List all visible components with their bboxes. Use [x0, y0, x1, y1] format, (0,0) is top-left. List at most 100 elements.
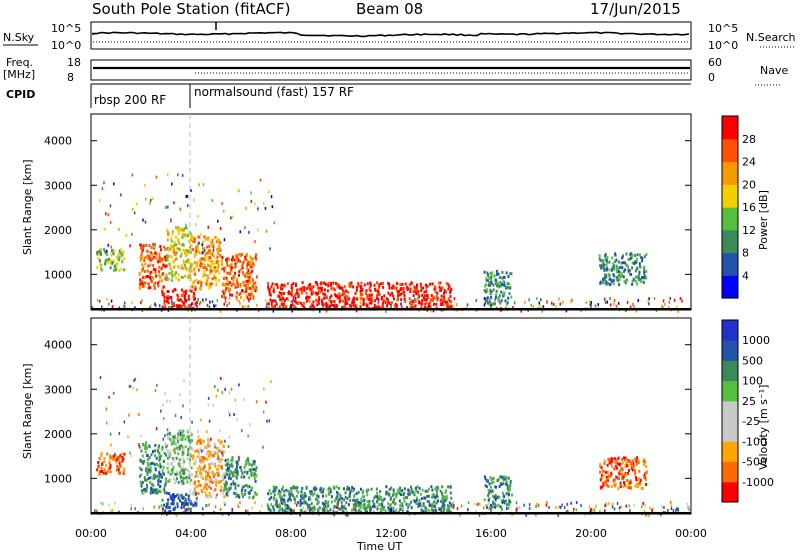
velocity-echo-cell [373, 496, 376, 500]
velocity-echo-cell [610, 485, 613, 489]
velocity-echo-cell [323, 508, 325, 512]
power-echo-cell [118, 256, 121, 260]
power-echo-cell [618, 266, 621, 269]
power-echo-cell [333, 288, 336, 292]
power-echo-cell [617, 270, 620, 274]
velocity-echo-cell [371, 504, 374, 508]
power-echo-cell [243, 290, 246, 294]
power-noise-cell [281, 301, 283, 304]
power-noise-cell [624, 309, 626, 313]
power-echo-cell [183, 304, 186, 308]
power-echo-cell [181, 300, 184, 304]
velocity-echo-cell [414, 499, 417, 503]
power-echo-cell [99, 250, 102, 254]
velocity-echo-cell [614, 460, 617, 464]
velocity-echo-cell [251, 471, 254, 475]
velocity-echo-cell [627, 459, 630, 463]
velocity-echo-cell [486, 505, 488, 509]
power-echo-cell [193, 268, 196, 272]
velocity-echo-cell [176, 470, 179, 474]
time-tick-label: 12:00 [375, 527, 407, 540]
power-sparse-cell [185, 223, 187, 227]
power-echo-cell [146, 282, 149, 286]
velocity-echo-cell [216, 471, 219, 475]
velocity-echo-cell [313, 505, 316, 509]
velocity-noise-cell [611, 502, 614, 506]
velocity-echo-cell [316, 494, 319, 498]
velocity-echo-cell [448, 508, 451, 512]
power-echo-cell [499, 284, 502, 288]
power-echo-cell [167, 301, 170, 305]
power-echo-cell [505, 285, 508, 289]
velocity-sparse-cell [114, 452, 116, 456]
velocity-echo-cell [202, 487, 205, 490]
velocity-echo-cell [500, 483, 503, 486]
velocity-echo-cell [493, 496, 496, 500]
velocity-echo-cell [487, 488, 490, 492]
power-echo-cell [178, 247, 181, 251]
power-echo-cell [118, 268, 121, 272]
velocity-echo-cell [324, 500, 327, 503]
power-echo-cell [250, 293, 253, 297]
power-echo-cell [412, 294, 415, 297]
power-noise-cell [613, 299, 616, 302]
velocity-echo-cell [321, 490, 324, 494]
power-echo-cell [432, 302, 435, 306]
velocity-echo-cell [281, 495, 284, 499]
velocity-echo-cell [149, 465, 152, 469]
power-echo-cell [246, 279, 249, 283]
velocity-noise-cell [109, 509, 112, 513]
power-echo-cell [392, 297, 395, 301]
power-echo-cell [193, 260, 196, 264]
velocity-noise-cell [661, 505, 663, 509]
power-echo-cell [383, 294, 386, 298]
velocity-echo-cell [637, 484, 640, 488]
velocity-echo-cell [434, 495, 436, 499]
velocity-echo-cell [206, 486, 209, 490]
power-echo-cell [300, 301, 302, 305]
power-echo-cell [330, 300, 332, 304]
power-echo-cell [170, 278, 173, 282]
power-sparse-cell [104, 227, 106, 231]
velocity-echo-cell [400, 502, 403, 506]
power-echo-cell [145, 256, 148, 259]
power-echo-cell [334, 306, 337, 310]
sky-noise-panel: N.Sky 10^5 10^0 10^5 10^0 N.Search [3, 21, 796, 52]
power-noise-cell [452, 305, 454, 309]
power-sparse-cell [179, 207, 181, 211]
power-echo-cell [282, 292, 285, 295]
power-echo-cell [310, 289, 313, 293]
power-echo-cell [154, 256, 157, 260]
power-noise-cell [106, 297, 108, 301]
power-echo-cell [370, 296, 373, 300]
velocity-sparse-cell [169, 399, 171, 403]
power-echo-cell [311, 286, 314, 290]
power-echo-cell [317, 301, 320, 305]
power-echo-cell [139, 256, 142, 260]
power-echo-cell [222, 267, 225, 271]
power-echo-cell [352, 285, 355, 289]
power-echo-cell [146, 249, 149, 253]
velocity-echo-cell [214, 445, 217, 449]
power-echo-cell [207, 236, 210, 240]
power-sparse-cell [245, 206, 247, 210]
velocity-echo-cell [399, 508, 402, 512]
power-noise-cell [562, 300, 564, 304]
velocity-echo-cell [179, 470, 182, 474]
power-noise-cell [603, 297, 606, 301]
power-echo-cell [246, 296, 249, 300]
velocity-noise-cell [670, 500, 672, 504]
velocity-echo-cell [329, 488, 332, 491]
power-echo-cell [211, 250, 214, 254]
power-sparse-cell [270, 195, 273, 199]
velocity-colorbar-swatch [722, 461, 738, 483]
velocity-echo-cell [251, 463, 254, 467]
power-echo-cell [495, 269, 498, 273]
velocity-noise-cell [611, 505, 614, 509]
velocity-echo-cell [617, 462, 619, 466]
power-noise-cell [122, 304, 125, 308]
velocity-echo-cell [420, 508, 423, 512]
velocity-echo-cell [141, 454, 144, 458]
power-echo-cell [143, 276, 146, 280]
power-echo-cell [206, 274, 209, 278]
